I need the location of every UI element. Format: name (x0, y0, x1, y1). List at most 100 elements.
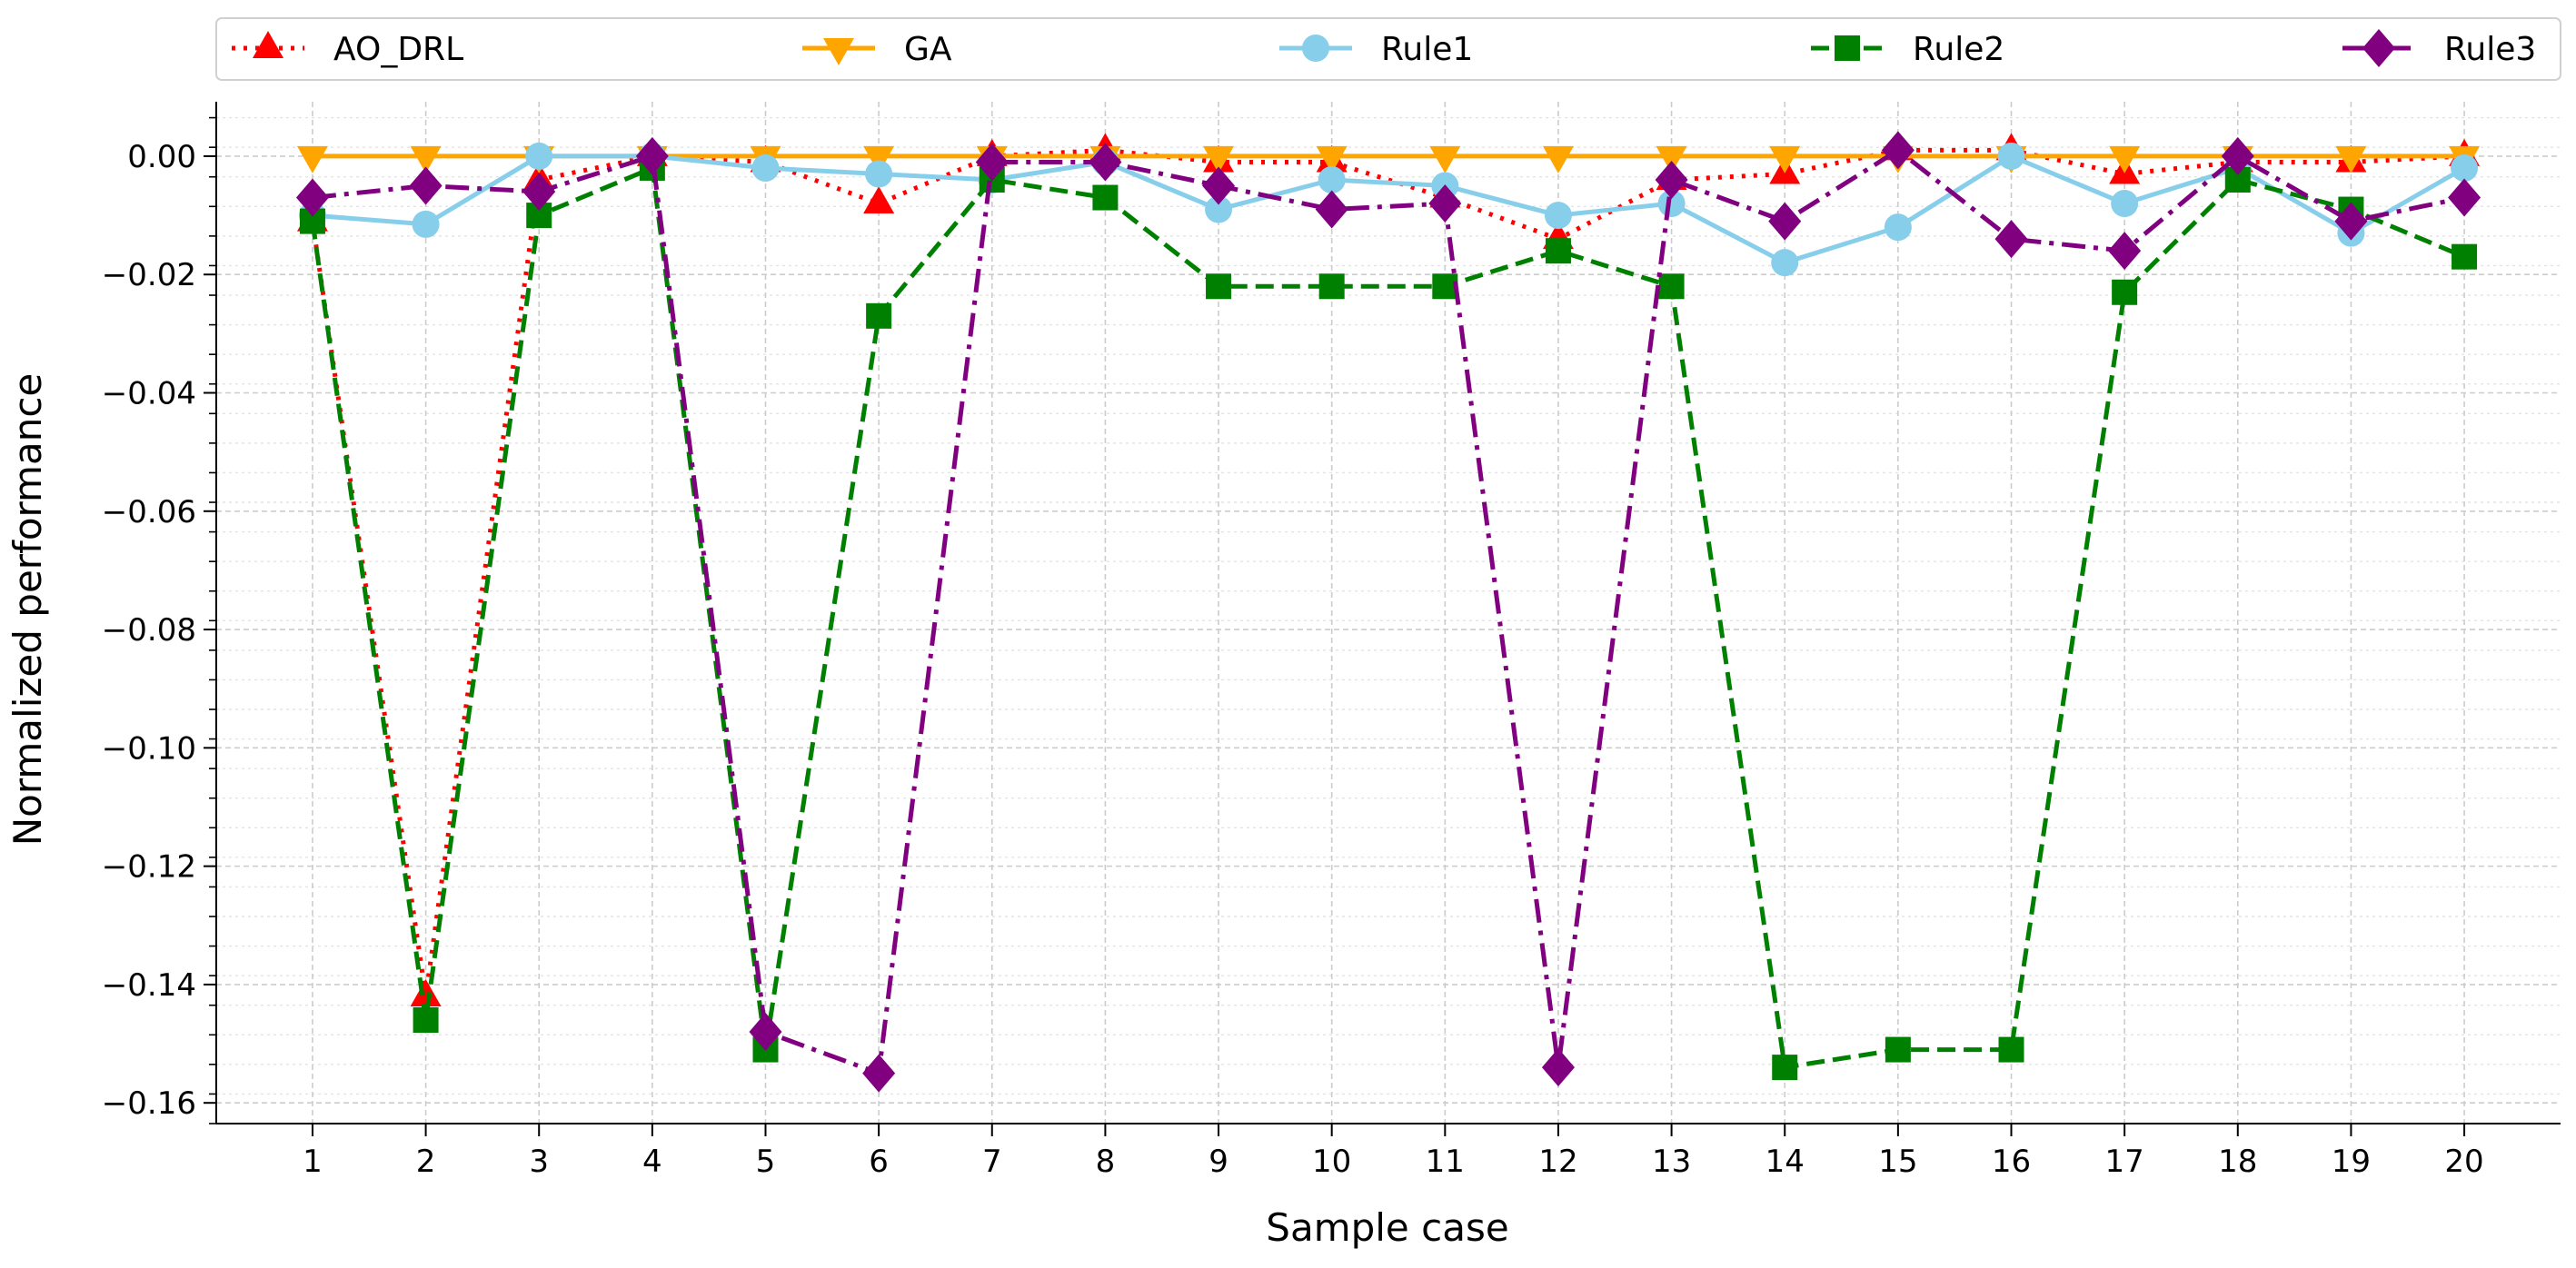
x-tick-label: 16 (1992, 1144, 2031, 1180)
data-point-rule1 (2451, 154, 2479, 182)
data-point-rule3 (862, 1054, 896, 1093)
data-point-rule1 (2111, 190, 2139, 218)
data-point-rule3 (1315, 190, 1348, 229)
data-point-ga (2335, 145, 2367, 173)
data-point-rule3 (749, 1013, 782, 1052)
data-point-ga (1656, 145, 1687, 173)
data-point-rule3 (1768, 202, 1802, 241)
legend-label-ga: GA (904, 31, 952, 68)
data-point-rule3 (1881, 131, 1915, 170)
x-axis-label: Sample case (1266, 1205, 1508, 1250)
data-point-rule3 (1428, 184, 1462, 223)
data-point-rule2 (2112, 279, 2138, 305)
x-tick-label: 1 (303, 1144, 323, 1180)
data-point-ga (1769, 145, 1801, 173)
x-tick-label: 9 (1208, 1144, 1228, 1180)
data-point-rule1 (525, 142, 553, 170)
data-point-rule1 (1997, 142, 2025, 170)
data-point-rule2 (1432, 273, 1458, 300)
y-tick-label: −0.12 (102, 849, 196, 886)
data-point-ga (2109, 145, 2141, 173)
series-line-rule2 (310, 165, 2466, 1070)
legend-marker-rule2 (1835, 35, 1860, 61)
y-tick-label: −0.10 (102, 730, 196, 767)
data-point-rule2 (2452, 243, 2478, 270)
x-tick-label: 13 (1652, 1144, 1691, 1180)
legend-entry-ga: GA (802, 31, 952, 68)
data-point-rule3 (2448, 178, 2482, 217)
legend-marker-ao-drl (253, 31, 283, 58)
data-point-rule2 (1885, 1036, 1911, 1063)
x-tick-label: 19 (2332, 1144, 2371, 1180)
x-tick-label: 7 (982, 1144, 1002, 1180)
data-point-ga (863, 145, 895, 173)
data-point-rule1 (865, 160, 893, 188)
data-point-rule1 (751, 154, 780, 182)
legend-entry-rule1: Rule1 (1279, 31, 1473, 68)
data-point-rule3 (1541, 1048, 1575, 1087)
x-tick-label: 6 (869, 1144, 889, 1180)
grid (216, 102, 2561, 1124)
data-point-rule3 (635, 136, 669, 175)
series-line-rule1 (312, 154, 2466, 265)
x-tick-label: 12 (1538, 1144, 1577, 1180)
data-point-rule2 (866, 302, 892, 329)
legend-label-rule1: Rule1 (1381, 31, 1473, 68)
y-axis-label: Normalized performance (5, 373, 50, 847)
data-point-rule1 (1318, 165, 1346, 193)
series-line-ao-drl (310, 147, 2465, 999)
x-tick-label: 2 (416, 1144, 436, 1180)
data-point-rule1 (1884, 213, 1912, 242)
x-tick-label: 20 (2444, 1144, 2483, 1180)
data-point-rule2 (1545, 238, 1571, 264)
data-point-ao-drl (863, 186, 895, 214)
data-point-rule3 (2334, 202, 2368, 241)
data-point-rule2 (1206, 273, 1232, 300)
series-line-rule3 (312, 147, 2465, 1076)
y-tick-label: −0.02 (102, 257, 196, 293)
y-tick-label: −0.08 (102, 612, 196, 649)
data-point-rule3 (975, 143, 1009, 182)
data-point-rule3 (1202, 166, 1236, 205)
legend-marker-rule3 (2362, 29, 2395, 67)
x-tick-label: 10 (1312, 1144, 1351, 1180)
x-tick-label: 4 (642, 1144, 662, 1180)
data-point-rule2 (1772, 1055, 1798, 1081)
data-point-rule3 (1655, 160, 1688, 199)
data-point-rule2 (1318, 273, 1345, 300)
data-point-rule2 (1658, 273, 1685, 300)
data-point-rule3 (522, 173, 556, 212)
y-tick-label: 0.00 (127, 139, 196, 175)
y-tick-label: −0.06 (102, 494, 196, 530)
data-point-rule1 (412, 210, 440, 238)
data-point-rule3 (2221, 136, 2254, 175)
data-point-ga (296, 145, 328, 173)
series-lines (295, 131, 2482, 1093)
data-point-rule1 (1205, 195, 1233, 223)
data-point-rule1 (1771, 249, 1799, 277)
data-point-rule2 (1092, 184, 1119, 211)
x-tick-label: 14 (1765, 1144, 1805, 1180)
legend-box (215, 17, 2561, 81)
data-point-ga (1542, 145, 1574, 173)
x-tick-label: 17 (2105, 1144, 2144, 1180)
x-tick-label: 11 (1426, 1144, 1465, 1180)
data-point-rule2 (1998, 1036, 2024, 1063)
legend-marker-rule1 (1302, 35, 1329, 62)
data-point-rule3 (1089, 143, 1122, 182)
legend-entry-ao-drl: AO_DRL (232, 31, 463, 68)
legend-label-rule3: Rule3 (2444, 31, 2536, 68)
y-tick-label: −0.04 (102, 375, 196, 411)
data-point-ga (1429, 145, 1461, 173)
series-rule3 (295, 131, 2482, 1093)
legend-entry-rule2: Rule2 (1811, 31, 2004, 68)
data-point-rule3 (409, 166, 443, 205)
data-point-ga (1316, 145, 1348, 173)
data-point-rule2 (413, 1007, 439, 1034)
data-point-rule3 (295, 178, 329, 217)
x-tick-label: 5 (756, 1144, 776, 1180)
legend-label-rule2: Rule2 (1913, 31, 2004, 68)
x-tick-label: 15 (1878, 1144, 1917, 1180)
x-tick-label: 3 (529, 1144, 549, 1180)
